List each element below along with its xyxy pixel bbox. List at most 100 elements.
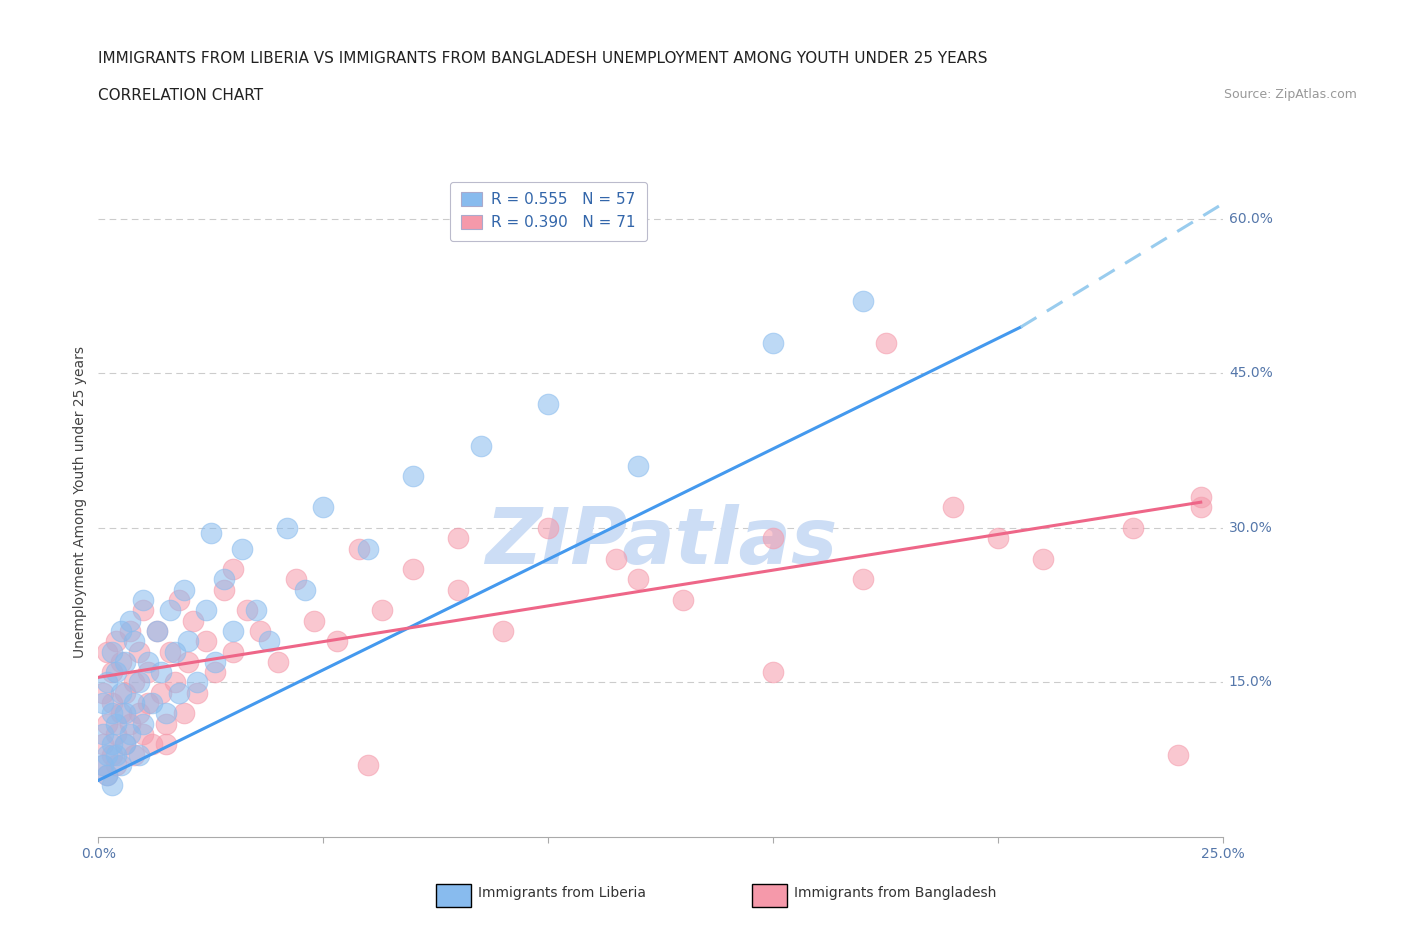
Point — [267, 655, 290, 670]
Point — [96, 716, 118, 731]
Point — [91, 757, 114, 772]
Text: Immigrants from Bangladesh: Immigrants from Bangladesh — [794, 885, 997, 900]
Point — [186, 685, 208, 700]
Point — [110, 655, 132, 670]
Point — [114, 685, 136, 700]
Point — [141, 696, 163, 711]
Point — [672, 592, 695, 607]
Point — [447, 582, 470, 597]
Point — [155, 706, 177, 721]
Point — [357, 541, 380, 556]
Point — [852, 572, 875, 587]
Point — [128, 706, 150, 721]
Point — [222, 562, 245, 577]
Point — [177, 655, 200, 670]
Point — [146, 623, 169, 638]
Point — [987, 531, 1010, 546]
Point — [627, 458, 650, 473]
Text: ZIPatlas: ZIPatlas — [485, 504, 837, 580]
Point — [177, 634, 200, 649]
Text: 45.0%: 45.0% — [1229, 366, 1272, 380]
Point — [91, 696, 114, 711]
Point — [132, 592, 155, 607]
Point — [285, 572, 308, 587]
Point — [236, 603, 259, 618]
Point — [101, 737, 124, 751]
Text: 30.0%: 30.0% — [1229, 521, 1272, 535]
Point — [605, 551, 627, 566]
Point — [304, 613, 326, 628]
Point — [1189, 500, 1212, 515]
Point — [204, 665, 226, 680]
Point — [101, 696, 124, 711]
Point — [114, 706, 136, 721]
Point — [402, 562, 425, 577]
Point — [114, 737, 136, 751]
Point — [312, 500, 335, 515]
Point — [447, 531, 470, 546]
Text: 60.0%: 60.0% — [1229, 212, 1272, 226]
Point — [204, 655, 226, 670]
Point — [195, 634, 218, 649]
Point — [101, 747, 124, 762]
Point — [163, 675, 186, 690]
Point — [249, 623, 271, 638]
Text: 15.0%: 15.0% — [1229, 675, 1272, 689]
Point — [136, 696, 159, 711]
Point — [852, 294, 875, 309]
Point — [150, 685, 173, 700]
Point — [537, 397, 560, 412]
Point — [357, 757, 380, 772]
Point — [762, 665, 785, 680]
Point — [124, 747, 146, 762]
Point — [159, 603, 181, 618]
Point — [110, 706, 132, 721]
Point — [173, 582, 195, 597]
Point — [105, 665, 128, 680]
Point — [222, 623, 245, 638]
Point — [128, 675, 150, 690]
Point — [214, 572, 236, 587]
Y-axis label: Unemployment Among Youth under 25 years: Unemployment Among Youth under 25 years — [73, 346, 87, 658]
Point — [245, 603, 267, 618]
Point — [91, 685, 114, 700]
Point — [96, 675, 118, 690]
Point — [118, 613, 141, 628]
Point — [114, 737, 136, 751]
Point — [470, 438, 492, 453]
Point — [181, 613, 204, 628]
Point — [128, 747, 150, 762]
Point — [155, 737, 177, 751]
Point — [91, 737, 114, 751]
Point — [128, 644, 150, 659]
Point — [173, 706, 195, 721]
Text: Immigrants from Liberia: Immigrants from Liberia — [478, 885, 645, 900]
Point — [105, 726, 128, 741]
Point — [294, 582, 316, 597]
Point — [118, 716, 141, 731]
Point — [105, 757, 128, 772]
Point — [132, 716, 155, 731]
Point — [200, 525, 222, 540]
Point — [101, 665, 124, 680]
Point — [159, 644, 181, 659]
Point — [875, 335, 897, 350]
Point — [326, 634, 349, 649]
Point — [1167, 747, 1189, 762]
Point — [105, 747, 128, 762]
Point — [222, 644, 245, 659]
Legend: R = 0.555   N = 57, R = 0.390   N = 71: R = 0.555 N = 57, R = 0.390 N = 71 — [450, 181, 647, 241]
Point — [214, 582, 236, 597]
Point — [132, 726, 155, 741]
Point — [124, 696, 146, 711]
Point — [96, 768, 118, 783]
Point — [96, 768, 118, 783]
Point — [163, 644, 186, 659]
Point — [136, 665, 159, 680]
Point — [136, 655, 159, 670]
Point — [627, 572, 650, 587]
Point — [110, 757, 132, 772]
Point — [118, 623, 141, 638]
Point — [492, 623, 515, 638]
Point — [169, 592, 191, 607]
